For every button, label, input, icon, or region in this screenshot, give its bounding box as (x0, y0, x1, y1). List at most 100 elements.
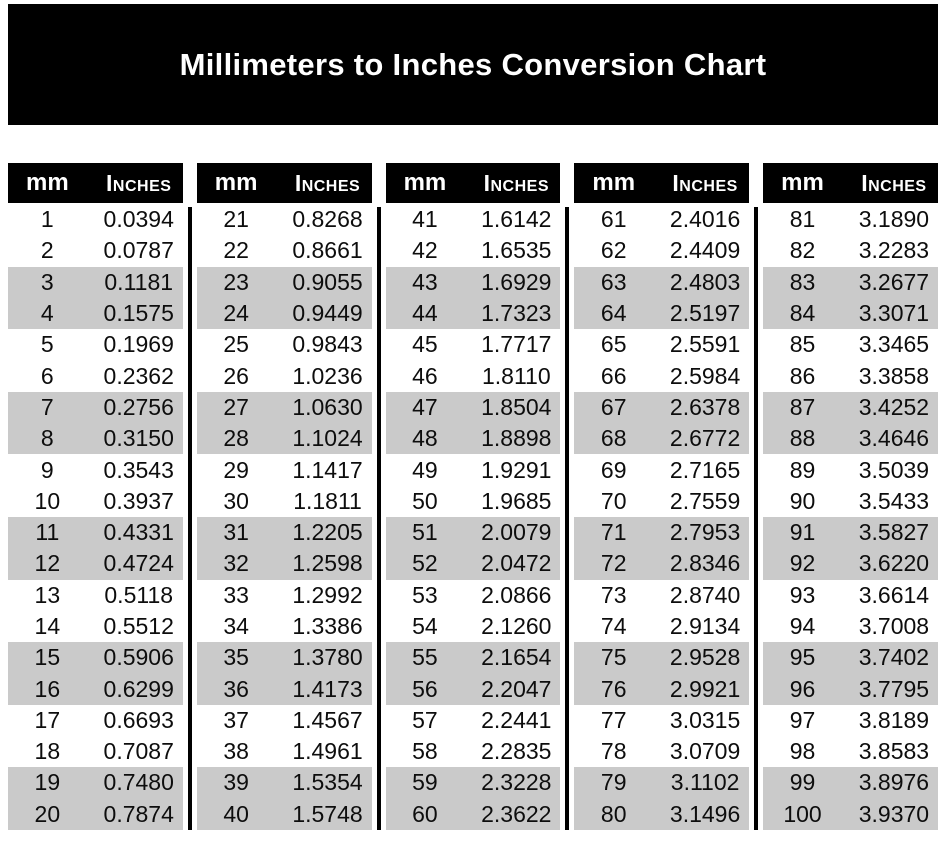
table-row: 76 2.9921 (574, 673, 750, 705)
inches-value: 0.5512 (103, 613, 174, 639)
mm-value: 68 (600, 425, 627, 452)
mm-value: 3 (40, 268, 54, 295)
table-row: 13 0.5118 (8, 580, 183, 611)
inches-value: 0.7874 (103, 800, 174, 827)
table-row: 28 1.1024 (196, 423, 372, 455)
table-row: 50 1.9685 (386, 486, 561, 517)
mm-value: 16 (34, 675, 61, 702)
table-row: 48 1.8898 (385, 423, 561, 455)
inches-value: 2.9134 (669, 613, 741, 639)
inches-value: 2.4803 (669, 268, 741, 295)
inches-value: 0.3543 (103, 456, 174, 483)
mm-value: 99 (789, 769, 816, 796)
inches-value: 1.7717 (481, 331, 552, 358)
mm-value: 70 (600, 487, 627, 514)
mm-value: 24 (223, 300, 249, 327)
tables-container: mm Inches 1 0.0394 2 0.0787 3 0.1181 4 0… (8, 163, 938, 830)
mm-value: 2 (40, 237, 54, 264)
mm-value: 21 (223, 206, 249, 233)
mm-value: 42 (412, 237, 438, 264)
mm-value: 53 (412, 581, 438, 608)
inches-value: 1.0236 (292, 362, 363, 389)
inches-value: 2.6378 (669, 393, 741, 420)
inches-value: 1.1417 (292, 456, 363, 483)
inches-value: 2.8346 (669, 550, 741, 577)
mm-value: 23 (223, 268, 249, 295)
column-header-mm: mm (403, 169, 447, 196)
inches-value: 2.9921 (669, 675, 741, 702)
inches-value: 0.3937 (103, 487, 174, 514)
table-row: 74 2.9134 (574, 611, 749, 642)
inches-value: 2.7953 (669, 519, 741, 546)
column-header-mm: mm (781, 169, 824, 196)
mm-value: 19 (34, 769, 61, 796)
inches-value: 0.8661 (292, 237, 363, 264)
table-row: 63 2.4803 (574, 266, 750, 298)
table-row: 8 0.3150 (8, 423, 183, 455)
mm-value: 87 (789, 393, 816, 420)
table-row: 40 1.5748 (196, 798, 372, 830)
mm-value: 7 (40, 393, 54, 420)
inches-value: 0.7087 (103, 738, 174, 765)
mm-value: 57 (412, 706, 438, 733)
inches-value: 0.4724 (103, 550, 174, 577)
inches-value: 3.2283 (858, 237, 930, 264)
inches-value: 0.1181 (104, 268, 174, 295)
inches-value: 2.7559 (669, 487, 741, 514)
table-row: 65 2.5591 (574, 329, 749, 360)
inches-value: 1.3386 (292, 613, 363, 639)
mm-value: 45 (412, 331, 438, 358)
mm-value: 97 (789, 706, 816, 733)
table-row: 82 3.2283 (763, 235, 938, 266)
table-row: 26 1.0236 (197, 360, 372, 391)
table-header: mm Inches (763, 163, 938, 203)
inches-value: 0.5118 (104, 581, 174, 608)
inches-value: 3.3071 (858, 300, 930, 327)
table-row: 51 2.0079 (385, 516, 561, 549)
table-row: 55 2.1654 (385, 642, 561, 674)
table-gap (372, 163, 386, 830)
mm-value: 38 (223, 738, 249, 765)
inches-value: 1.6535 (481, 237, 552, 264)
mm-value: 60 (412, 800, 438, 827)
table-row: 85 3.3465 (763, 329, 938, 360)
mm-value: 33 (223, 581, 249, 608)
table-row: 23 0.9055 (196, 266, 372, 298)
mm-value: 41 (412, 206, 438, 233)
table-row: 4 0.1575 (8, 297, 183, 330)
table-row: 21 0.8268 (197, 204, 372, 235)
table-row: 88 3.4646 (763, 423, 938, 455)
mm-value: 26 (223, 362, 249, 389)
table-row: 52 2.0472 (385, 548, 561, 580)
table-divider-line (376, 207, 381, 830)
table-row: 62 2.4409 (574, 235, 749, 266)
inches-value: 0.6299 (103, 675, 174, 702)
table-row: 6 0.2362 (8, 360, 183, 391)
inches-value: 3.9370 (858, 800, 930, 827)
inches-value: 0.6693 (103, 706, 174, 733)
inches-value: 3.3858 (858, 362, 930, 389)
mm-value: 58 (412, 738, 438, 765)
table-row: 71 2.7953 (574, 516, 750, 549)
table-row: 60 2.3622 (385, 798, 561, 830)
table-row: 2 0.0787 (8, 235, 183, 266)
table-row: 86 3.3858 (763, 360, 938, 391)
inches-value: 3.3465 (858, 331, 930, 358)
mm-value: 74 (600, 613, 627, 639)
mm-value: 37 (223, 706, 249, 733)
column-header-inches: Inches (861, 169, 927, 196)
table-row: 18 0.7087 (8, 736, 183, 767)
inches-value: 1.1024 (292, 425, 363, 452)
mm-value: 91 (789, 519, 816, 546)
table-row: 9 0.3543 (8, 454, 183, 485)
table-row: 73 2.8740 (574, 580, 749, 611)
inches-value: 2.9528 (669, 644, 741, 671)
inches-value: 0.1969 (103, 331, 174, 358)
mm-value: 76 (600, 675, 627, 702)
inches-value: 1.9685 (481, 487, 552, 514)
mm-value: 4 (40, 300, 54, 327)
table-row: 89 3.5039 (763, 454, 938, 485)
table-row: 67 2.6378 (574, 391, 750, 424)
mm-value: 54 (412, 613, 438, 639)
